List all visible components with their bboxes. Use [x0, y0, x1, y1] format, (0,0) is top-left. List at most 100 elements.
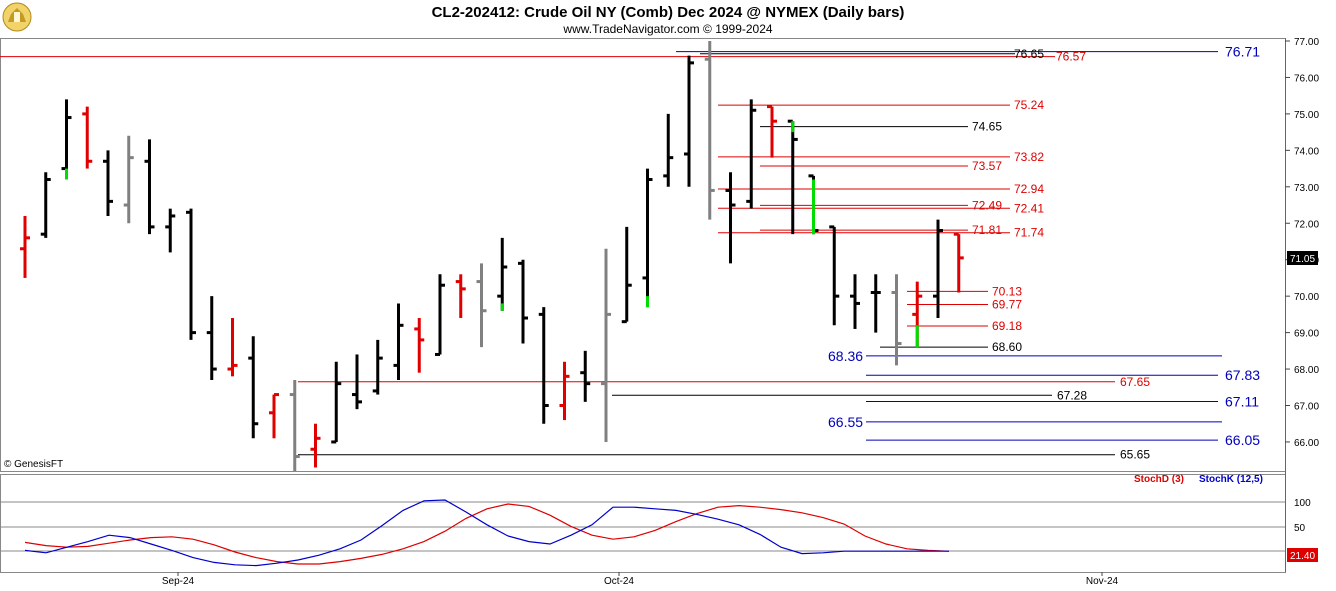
level-label: 68.60: [992, 340, 1022, 354]
ohlc-bar: [621, 226, 632, 324]
ohlc-bar: [497, 237, 508, 311]
level-label: 66.55: [828, 414, 863, 430]
ohlc-bar: [103, 150, 113, 216]
level-label: 76.71: [1225, 44, 1260, 60]
chart-subtitle: www.TradeNavigator.com © 1999-2024: [562, 22, 772, 36]
level-label: 68.36: [828, 348, 863, 364]
ohlc-bar: [331, 361, 342, 444]
y-tick-label: 70.00: [1294, 292, 1319, 303]
ohlc-bar: [787, 119, 798, 235]
level-label: 65.65: [1120, 448, 1150, 462]
ohlc-bar: [61, 99, 72, 180]
level-label: 67.83: [1225, 367, 1260, 383]
x-axis: Sep-24 Oct-24 Nov-24: [162, 572, 1119, 587]
ohlc-bar: [870, 274, 881, 333]
level-label: 71.74: [1014, 226, 1044, 240]
y-tick-label: 76.00: [1294, 73, 1319, 84]
legend-stochk: StochK (12,5): [1199, 474, 1263, 485]
level-label: 70.13: [992, 284, 1022, 298]
ohlc-bar: [953, 232, 964, 293]
ohlc-bar: [476, 263, 487, 348]
ohlc-bar: [518, 259, 528, 344]
y-tick-label: 66.00: [1294, 438, 1319, 449]
level-label: 72.49: [972, 198, 1002, 212]
price-bars: [20, 41, 964, 472]
x-tick-label: Sep-24: [162, 576, 195, 587]
ohlc-bar: [393, 303, 404, 380]
x-tick-label: Nov-24: [1086, 576, 1119, 587]
ohlc-bar: [912, 281, 923, 348]
ohlc-bar: [850, 274, 860, 329]
level-label: 67.11: [1225, 393, 1259, 409]
level-label: 76.57: [1056, 50, 1086, 64]
level-label: 75.24: [1014, 98, 1044, 112]
level-label: 69.18: [992, 319, 1022, 333]
stoch-series-line: [24, 503, 950, 565]
level-label: 67.65: [1120, 375, 1150, 389]
level-label: 73.82: [1014, 150, 1044, 164]
ohlc-bar: [891, 274, 902, 366]
ohlc-bar: [20, 215, 30, 278]
ohlc-bar: [601, 248, 611, 442]
ohlc-bar: [538, 307, 549, 424]
stoch-axis: 100 50: [0, 498, 1311, 552]
last-stoch-label: 21.40: [1290, 551, 1315, 562]
chart-title: CL2-202412: Crude Oil NY (Comb) Dec 2024…: [432, 4, 905, 21]
ohlc-bar: [82, 106, 93, 169]
ohlc-bar: [414, 318, 425, 373]
last-stoch-box: [1287, 548, 1318, 562]
level-label: 73.57: [972, 159, 1002, 173]
ohlc-bar: [829, 225, 840, 326]
ohlc-bar: [165, 208, 176, 253]
level-label: 71.81: [972, 223, 1002, 237]
ohlc-bar: [123, 135, 134, 224]
ohlc-bar: [186, 208, 196, 340]
ohlc-bar: [580, 350, 591, 402]
level-label: 72.41: [1014, 201, 1044, 215]
ohlc-bar: [746, 99, 757, 209]
stoch-tick-label: 100: [1294, 498, 1311, 509]
ohlc-bar: [684, 55, 694, 187]
ohlc-bar: [704, 41, 715, 220]
level-label: 74.65: [972, 120, 1002, 134]
ohlc-bar: [310, 423, 321, 468]
y-tick-label: 75.00: [1294, 110, 1319, 121]
ohlc-bar: [269, 393, 279, 439]
level-label: 72.94: [1014, 182, 1044, 196]
level-label: 66.05: [1225, 432, 1260, 448]
stoch-series-line: [24, 499, 949, 567]
ohlc-bar: [352, 354, 362, 410]
legend-stochd: StochD (3): [1134, 474, 1184, 485]
stoch-lines: [24, 499, 950, 567]
ohlc-bar: [808, 174, 819, 235]
copyright-label: © GenesisFT: [4, 459, 63, 470]
ohlc-bar: [289, 379, 300, 472]
ohlc-bar: [559, 361, 570, 421]
y-tick-label: 68.00: [1294, 365, 1319, 376]
y-tick-label: 77.00: [1294, 37, 1319, 48]
x-tick-label: Oct-24: [604, 576, 634, 587]
ohlc-bar: [725, 172, 736, 264]
level-label: 69.77: [992, 298, 1022, 312]
ohlc-bar: [933, 219, 943, 319]
price-labels: 76.71 76.65 76.57 75.24 74.65 73.82 73.57 72.94…: [828, 44, 1260, 462]
y-tick-label: 73.00: [1294, 183, 1319, 194]
ohlc-bar: [227, 318, 238, 377]
y-tick-label: 69.00: [1294, 329, 1319, 340]
y-tick-label: 67.00: [1294, 402, 1319, 413]
level-lines: [0, 51, 1222, 456]
y-tick-label: 72.00: [1294, 219, 1319, 230]
ohlc-bar: [435, 274, 445, 356]
price-axis: 77.0076.0075.0074.0073.0072.0071.0070.00…: [1285, 37, 1319, 449]
ohlc-bar: [663, 113, 674, 187]
level-label: 76.65: [1014, 47, 1044, 61]
logo-icon: [2, 2, 32, 32]
level-label: 67.28: [1057, 388, 1087, 402]
ohlc-bar: [40, 172, 51, 238]
ohlc-bar: [642, 168, 653, 308]
y-tick-label: 74.00: [1294, 146, 1319, 157]
last-price-label: 71.05: [1290, 254, 1315, 265]
last-price-box: [1287, 251, 1318, 265]
stoch-tick-label: 50: [1294, 523, 1306, 534]
